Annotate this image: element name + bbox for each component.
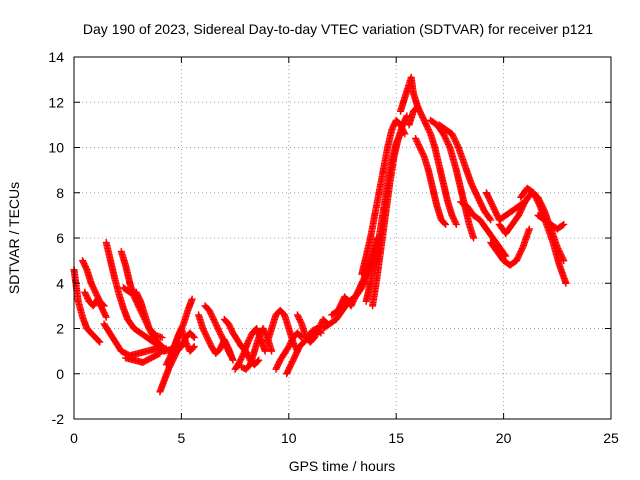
data-point — [189, 332, 197, 340]
x-tick-label: 5 — [178, 430, 186, 446]
y-tick-label: -2 — [52, 411, 65, 427]
y-tick-label: 8 — [56, 185, 64, 201]
y-tick-label: 14 — [48, 49, 64, 65]
x-tick-label: 0 — [70, 430, 78, 446]
data-point — [486, 215, 494, 223]
grid — [74, 57, 611, 419]
data-point — [229, 356, 237, 364]
data-point — [558, 221, 566, 229]
data-point — [441, 219, 449, 227]
data-point — [102, 312, 110, 320]
data-point — [452, 220, 460, 228]
data-point — [442, 220, 450, 228]
chart-title: Day 190 of 2023, Sidereal Day-to-day VTE… — [83, 21, 593, 37]
data-point — [254, 357, 262, 365]
data-point — [470, 234, 478, 242]
data-point — [560, 220, 568, 228]
data-points — [70, 73, 570, 396]
data-point — [487, 216, 495, 224]
data-point — [154, 350, 162, 358]
data-point — [190, 334, 198, 342]
data-point — [188, 295, 196, 303]
y-tick-label: 4 — [56, 275, 64, 291]
data-point — [190, 343, 198, 351]
data-point — [255, 356, 263, 364]
x-tick-label: 20 — [496, 430, 512, 446]
data-point — [96, 338, 104, 346]
y-tick-label: 0 — [56, 366, 64, 382]
data-point — [189, 344, 197, 352]
data-point — [452, 219, 460, 227]
data-point — [158, 334, 166, 342]
x-axis-label: GPS time / hours — [289, 458, 396, 474]
data-point — [562, 279, 570, 287]
data-point — [226, 350, 234, 358]
data-point — [95, 337, 103, 345]
data-point — [102, 313, 110, 321]
data-point — [227, 352, 235, 360]
x-tick-label: 25 — [603, 430, 619, 446]
y-axis-label: SDTVAR / TECUs — [6, 182, 22, 294]
axis-ticks: 0 5 10 15 20 25 -2 0 2 4 6 8 10 12 14 — [48, 49, 619, 446]
y-tick-label: 12 — [48, 94, 64, 110]
x-tick-label: 15 — [388, 430, 404, 446]
data-point — [268, 347, 276, 355]
data-point — [525, 225, 533, 233]
y-tick-label: 10 — [48, 140, 64, 156]
data-point — [261, 347, 269, 355]
y-tick-label: 6 — [56, 230, 64, 246]
data-point — [156, 349, 164, 357]
x-tick-label: 10 — [281, 430, 297, 446]
y-tick-label: 2 — [56, 321, 64, 337]
